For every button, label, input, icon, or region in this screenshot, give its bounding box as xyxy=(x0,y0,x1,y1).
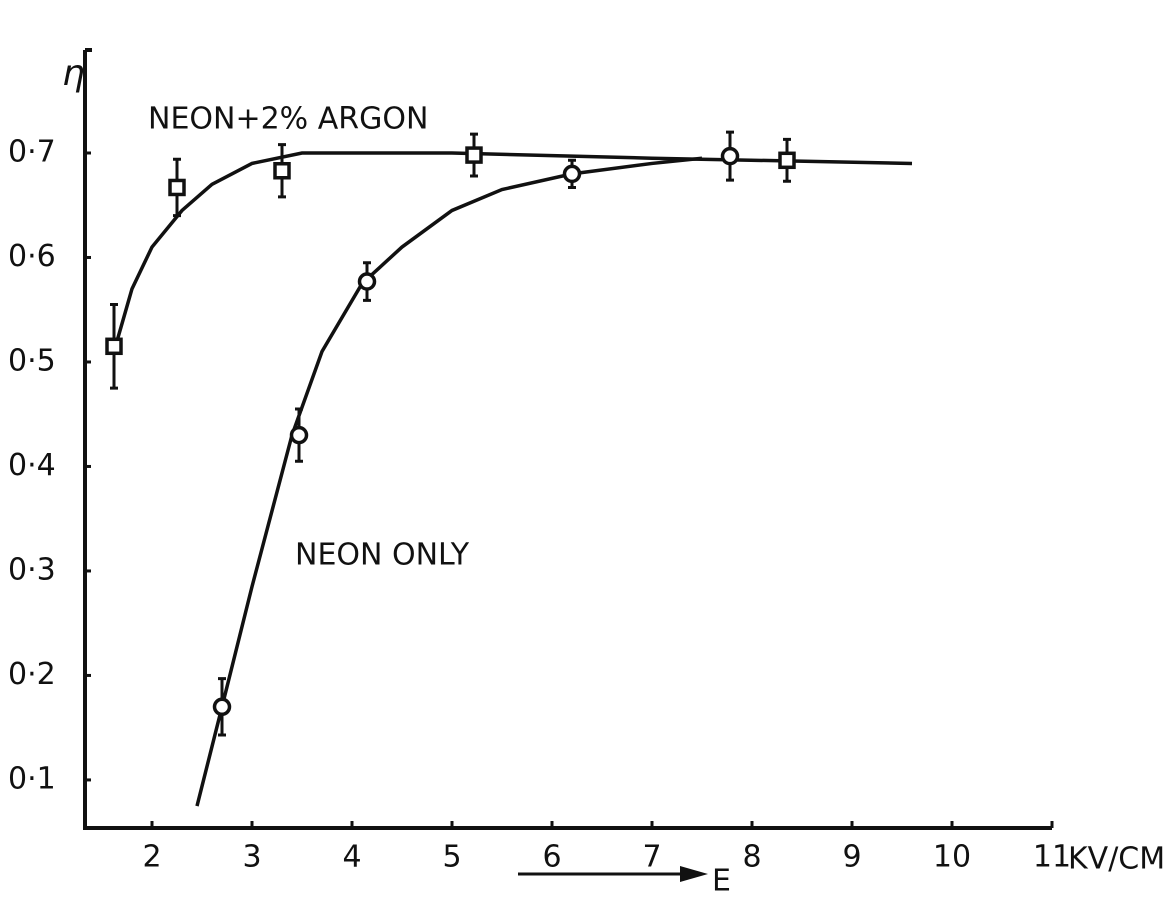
arrow-head xyxy=(680,866,708,882)
x-tick-label: 2 xyxy=(142,840,161,875)
y-tick-label: 0·1 xyxy=(8,761,56,796)
series-label: NEON+2% ARGON xyxy=(148,102,428,137)
x-tick-label: 8 xyxy=(742,840,761,875)
y-tick-label: 0·2 xyxy=(8,657,56,692)
y-tick-label: 0·6 xyxy=(8,239,56,274)
x-tick-label: 4 xyxy=(342,840,361,875)
y-tick-label: 0·3 xyxy=(8,552,56,587)
point xyxy=(720,146,740,166)
y-axis-label: η xyxy=(62,53,85,94)
x-tick-label: 5 xyxy=(442,840,461,875)
x-tick-label: 10 xyxy=(933,840,971,875)
point xyxy=(357,272,377,291)
x-tick-label: 6 xyxy=(542,840,561,875)
x-tick-label: 9 xyxy=(842,840,861,875)
x-tick-label: 3 xyxy=(242,840,261,875)
fit-curve xyxy=(115,151,913,342)
point xyxy=(465,146,483,164)
x-axis-label: E xyxy=(712,864,731,898)
point xyxy=(105,337,123,356)
axes xyxy=(83,50,1052,830)
y-tick-label: 0·4 xyxy=(8,448,56,483)
series-label: NEON ONLY xyxy=(295,538,470,573)
point xyxy=(273,162,291,180)
y-tick-label: 0·5 xyxy=(8,343,56,378)
point xyxy=(212,697,232,717)
point xyxy=(778,151,796,170)
x-tick-label: 11 xyxy=(1033,840,1071,875)
y-tick-label: 0·7 xyxy=(8,134,56,169)
point xyxy=(289,425,309,445)
x-unit: KV/CM xyxy=(1068,842,1165,877)
point xyxy=(562,164,582,184)
point xyxy=(168,178,186,197)
x-tick-label: 7 xyxy=(642,840,661,875)
fit-curve xyxy=(195,156,703,807)
